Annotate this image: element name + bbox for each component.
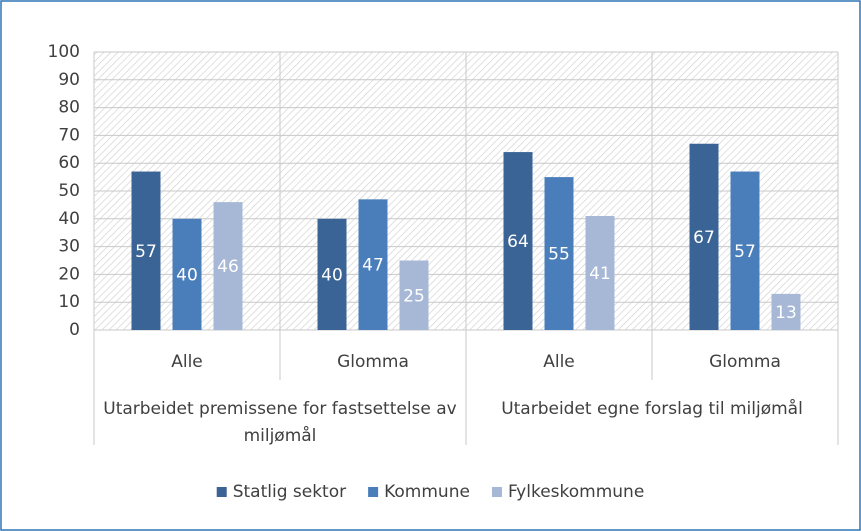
value-label: 40 <box>321 265 343 285</box>
y-tick-label: 30 <box>58 237 80 257</box>
bar <box>730 171 760 330</box>
value-label: 40 <box>176 265 198 285</box>
value-label: 67 <box>693 228 715 248</box>
group-label: Utarbeidet premissene for fastsettelse a… <box>103 399 457 446</box>
legend-label: Kommune <box>384 482 470 502</box>
value-label: 25 <box>403 286 425 306</box>
y-tick-label: 70 <box>58 125 80 145</box>
bar <box>585 216 615 330</box>
legend-swatch <box>491 487 502 497</box>
bar <box>358 199 388 330</box>
value-label: 64 <box>507 232 529 252</box>
legend-swatch <box>368 487 379 497</box>
group-label: Utarbeidet egne forslag til miljømål <box>501 399 803 419</box>
y-tick-label: 100 <box>48 42 80 62</box>
value-label: 57 <box>734 242 756 262</box>
value-label: 57 <box>135 242 157 262</box>
bar <box>544 177 574 330</box>
legend-label: Fylkeskommune <box>508 482 644 502</box>
y-tick-label: 90 <box>58 70 80 90</box>
bar <box>503 152 533 330</box>
y-tick-label: 50 <box>58 181 80 201</box>
bar <box>172 218 202 330</box>
value-label: 41 <box>589 264 611 284</box>
y-tick-label: 10 <box>58 292 80 312</box>
value-label: 46 <box>217 257 239 277</box>
y-tick-label: 80 <box>58 98 80 118</box>
x-tick-label: Alle <box>543 352 575 372</box>
legend-label: Statlig sektor <box>233 482 346 502</box>
x-tick-label: Glomma <box>709 352 781 372</box>
bar <box>689 143 719 330</box>
bar <box>213 202 243 330</box>
value-label: 13 <box>775 303 797 323</box>
bar <box>317 218 347 330</box>
x-tick-label: Glomma <box>337 352 409 372</box>
y-tick-label: 20 <box>58 264 80 284</box>
value-label: 55 <box>548 245 570 265</box>
bar <box>399 260 429 330</box>
bar <box>771 293 801 330</box>
value-label: 47 <box>362 256 384 276</box>
y-tick-label: 40 <box>58 209 80 229</box>
bar <box>131 171 161 330</box>
y-tick-label: 60 <box>58 153 80 173</box>
legend-swatch <box>216 487 227 497</box>
y-tick-label: 0 <box>69 320 80 340</box>
x-tick-label: Alle <box>171 352 203 372</box>
